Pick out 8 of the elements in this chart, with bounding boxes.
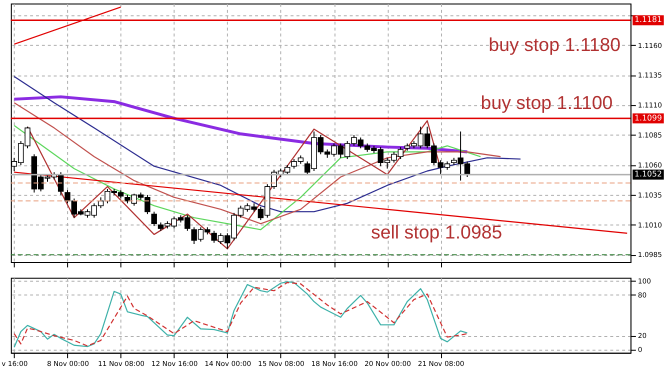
ref-line-label: 1.1099 [634, 113, 662, 122]
ref-line-label: 1.1052 [634, 170, 662, 179]
line-series [12, 95, 469, 154]
candlestick [151, 211, 157, 227]
ref-line-label: 1.1181 [634, 15, 662, 24]
annotation: buy stop 1.1180 [488, 34, 621, 55]
annotation: sell stop 1.0985 [370, 221, 502, 242]
annotation: buy stop 1.1100 [480, 92, 613, 114]
